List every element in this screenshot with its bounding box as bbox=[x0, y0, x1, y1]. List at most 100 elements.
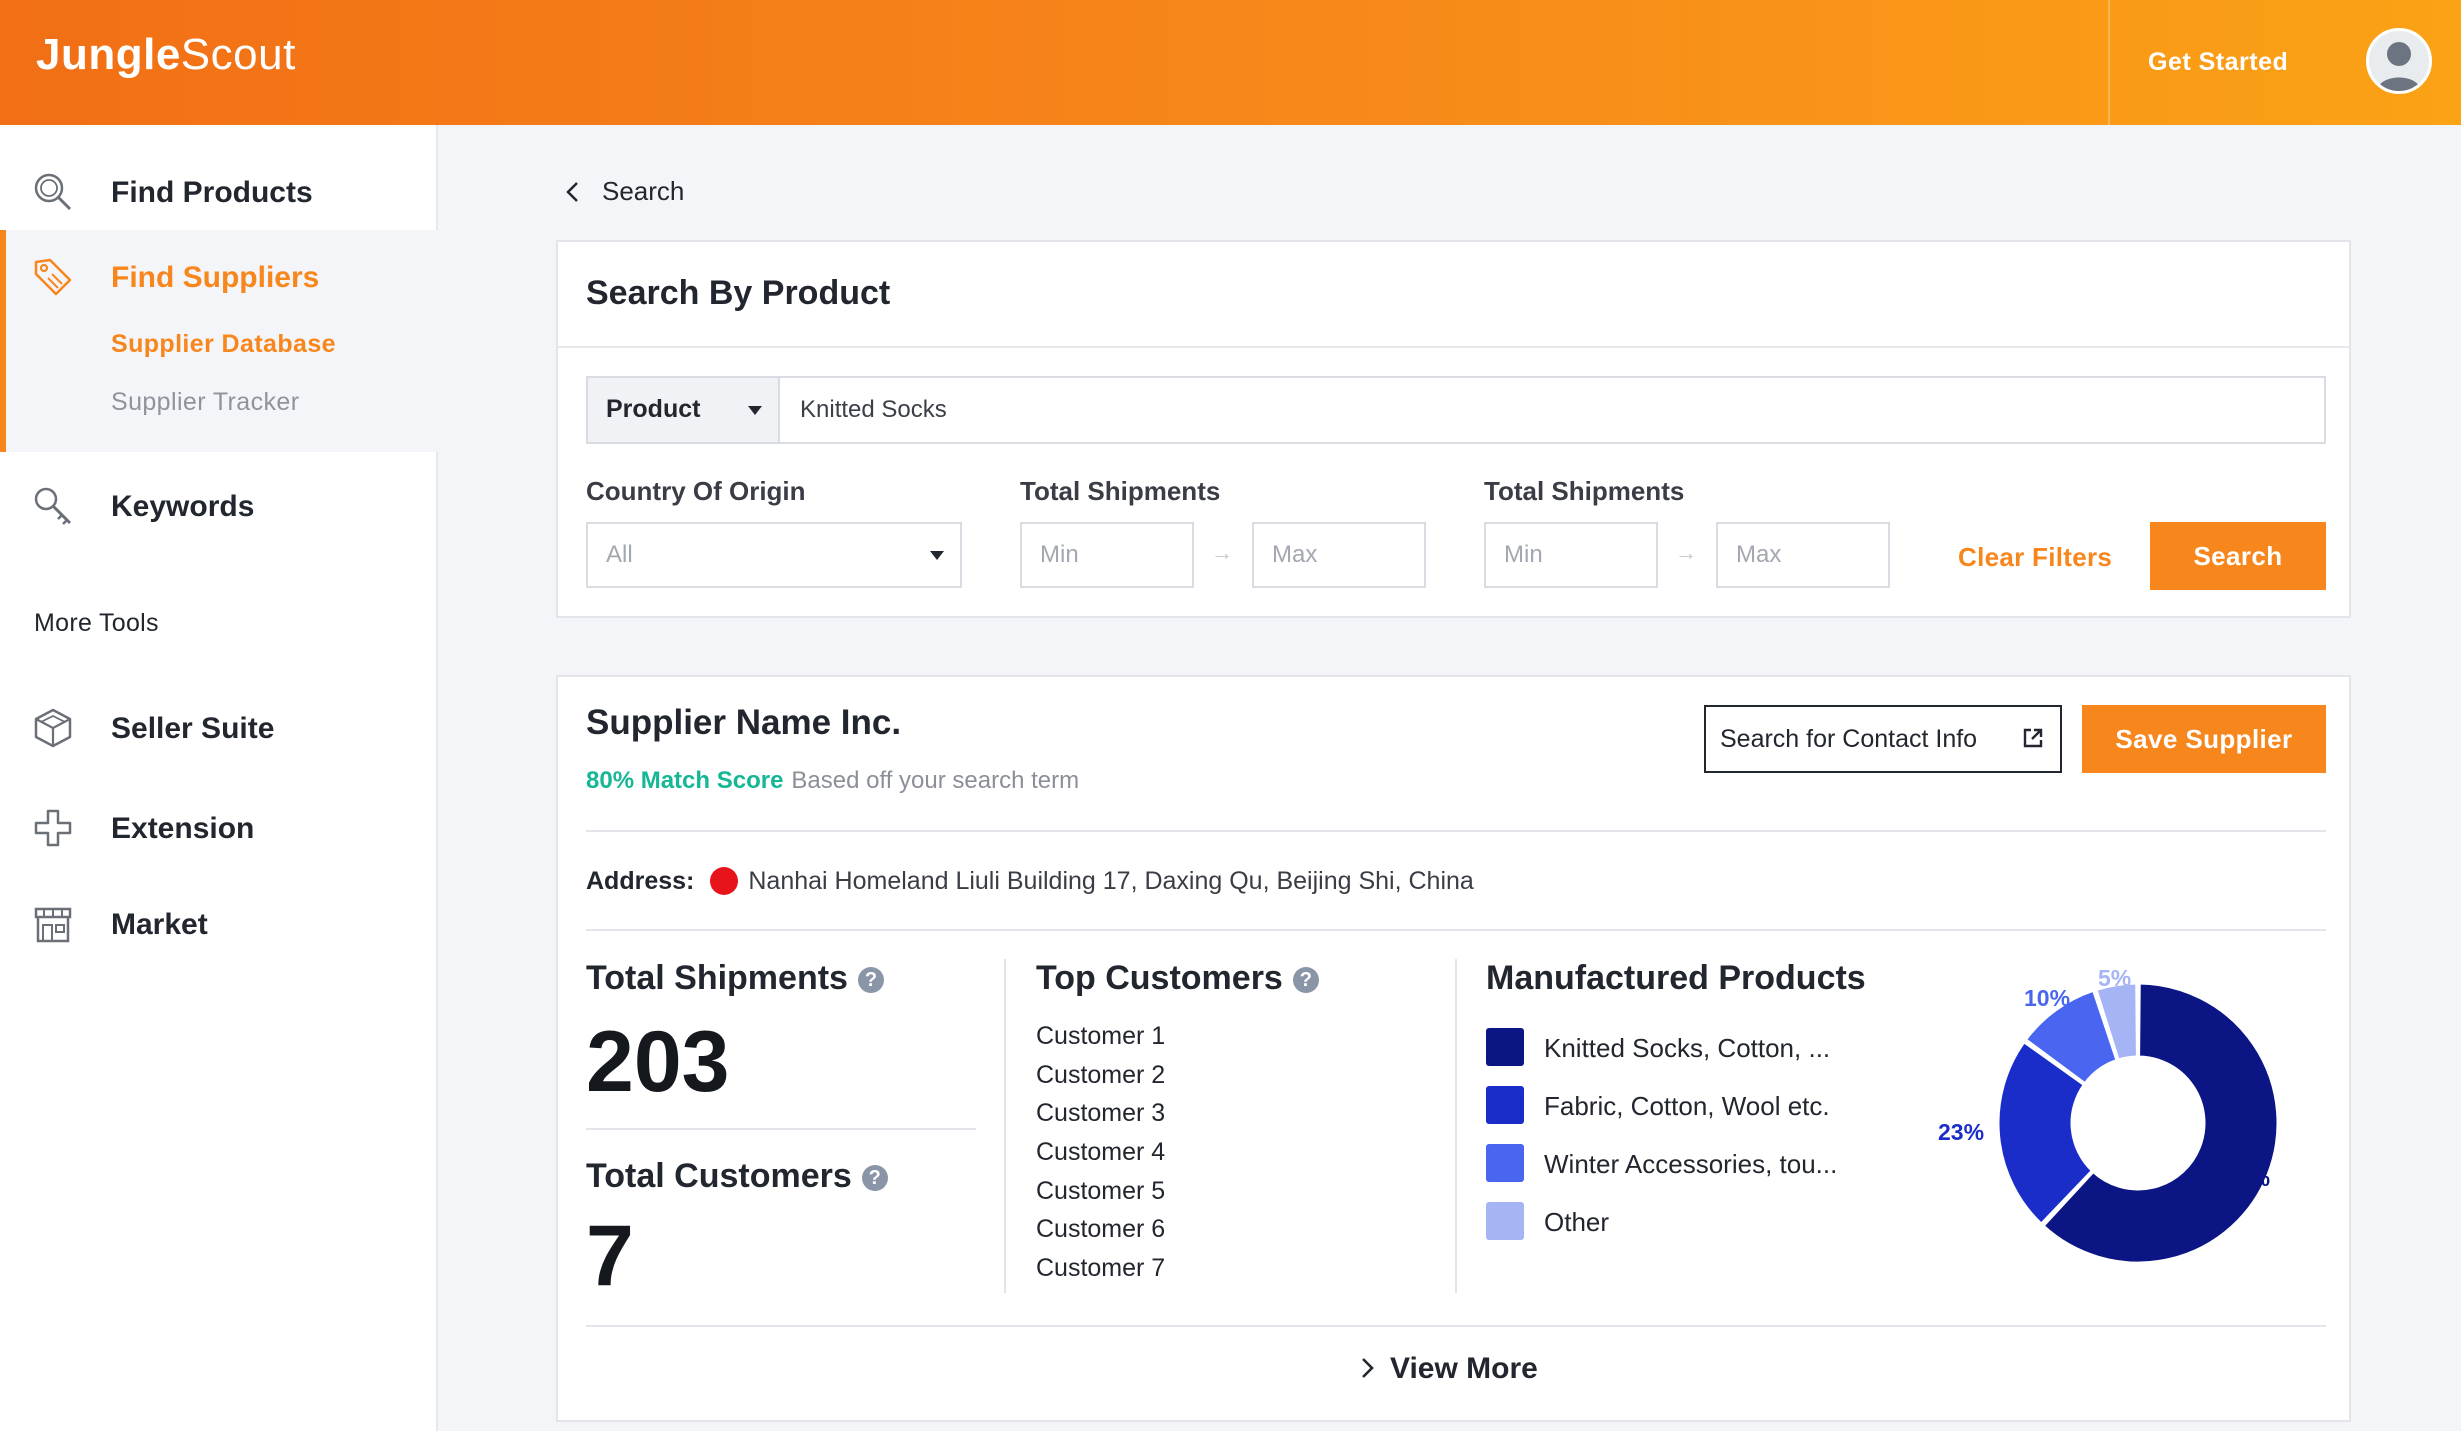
slice-label: 23% bbox=[1938, 1119, 1985, 1145]
shipments-max-input[interactable]: Max bbox=[1252, 522, 1426, 588]
active-indicator bbox=[0, 230, 6, 452]
cube-icon bbox=[34, 708, 72, 748]
shipments-min-input-2[interactable]: Min bbox=[1484, 522, 1658, 588]
caret-down-icon bbox=[930, 551, 944, 560]
total-shipments-title: Total Shipments bbox=[586, 959, 848, 997]
top-customers-title: Top Customers bbox=[1036, 959, 1283, 997]
range-arrow-icon: → bbox=[1211, 540, 1233, 565]
puzzle-icon bbox=[34, 809, 72, 847]
breadcrumb-label: Search bbox=[602, 176, 685, 206]
jungle-scout-logo[interactable]: JungleScout bbox=[36, 30, 296, 79]
search-button[interactable]: Search bbox=[2150, 522, 2326, 590]
search-type-select[interactable]: Product bbox=[588, 378, 780, 442]
sidebar-item-market[interactable]: Market bbox=[0, 883, 438, 963]
sidebar-item-label: Seller Suite bbox=[111, 712, 275, 745]
supplier-address: Address: Nanhai Homeland Liuli Building 1… bbox=[586, 867, 1474, 896]
list-item: Customer 4 bbox=[1036, 1138, 1166, 1166]
total-shipments-label-2: Total Shipments bbox=[1484, 476, 1685, 506]
donut-slice[interactable] bbox=[2023, 988, 2119, 1086]
legend-label: Winter Accessories, tou... bbox=[1544, 1149, 1838, 1179]
address-label: Address: bbox=[586, 867, 695, 895]
total-shipments-heading: Total Shipments? bbox=[586, 959, 884, 998]
slice-label: 62% bbox=[2224, 1165, 2271, 1191]
search-input[interactable]: Knitted Socks bbox=[800, 396, 947, 423]
slice-label: 5% bbox=[2098, 965, 2132, 991]
range-arrow-icon: → bbox=[1675, 540, 1697, 565]
user-avatar-icon[interactable] bbox=[2366, 28, 2432, 94]
external-link-icon bbox=[2023, 728, 2043, 748]
country-select-value: All bbox=[606, 541, 633, 568]
min-placeholder: Min bbox=[1504, 541, 1543, 568]
search-panel-title: Search By Product bbox=[586, 274, 891, 312]
match-score-value: 80% Match Score bbox=[586, 767, 784, 794]
clear-filters-link[interactable]: Clear Filters bbox=[1958, 542, 2113, 572]
sidebar-item-label: Market bbox=[111, 908, 208, 941]
total-customers-value: 7 bbox=[586, 1208, 634, 1304]
address-value: Nanhai Homeland Liuli Building 17, Daxin… bbox=[748, 867, 1474, 895]
shipments-max-input-2[interactable]: Max bbox=[1716, 522, 1890, 588]
list-item: Customer 3 bbox=[1036, 1099, 1166, 1127]
total-shipments-label: Total Shipments bbox=[1020, 476, 1221, 506]
legend-label: Knitted Socks, Cotton, ... bbox=[1544, 1033, 1831, 1063]
top-header: JungleScout Get Started bbox=[0, 0, 2461, 125]
shipments-min-input[interactable]: Min bbox=[1020, 522, 1194, 588]
sidebar-item-find-suppliers[interactable]: Find Suppliers bbox=[0, 236, 438, 316]
key-search-icon bbox=[34, 487, 72, 525]
search-type-value: Product bbox=[606, 395, 701, 423]
legend-swatch bbox=[1486, 1144, 1524, 1182]
sidebar-item-seller-suite[interactable]: Seller Suite bbox=[0, 687, 438, 767]
header-divider bbox=[2108, 0, 2110, 125]
sidebar-item-extension[interactable]: Extension bbox=[0, 787, 438, 867]
donut-slice[interactable] bbox=[2040, 981, 2280, 1265]
sidebar-item-find-products[interactable]: Find Products bbox=[0, 151, 438, 231]
store-icon bbox=[34, 907, 72, 943]
column-divider bbox=[1455, 959, 1457, 1293]
max-placeholder: Max bbox=[1736, 541, 1782, 568]
donut-slice[interactable] bbox=[2094, 981, 2139, 1062]
sidebar-item-label: Extension bbox=[111, 812, 255, 845]
list-item: Customer 1 bbox=[1036, 1022, 1166, 1050]
max-placeholder: Max bbox=[1272, 541, 1318, 568]
match-score: 80% Match Score Based off your search ter… bbox=[586, 767, 1079, 795]
top-customers-heading: Top Customers? bbox=[1036, 959, 1319, 998]
divider bbox=[586, 1325, 2326, 1327]
legend-label: Other bbox=[1544, 1207, 1610, 1237]
help-icon[interactable]: ? bbox=[857, 967, 884, 993]
save-supplier-button[interactable]: Save Supplier bbox=[2082, 705, 2326, 773]
manufactured-products-title: Manufactured Products bbox=[1486, 959, 1866, 997]
view-more-button[interactable]: View More bbox=[1358, 1352, 1538, 1386]
total-customers-title: Total Customers bbox=[586, 1157, 852, 1195]
search-contact-info-button[interactable]: Search for Contact Info bbox=[1704, 705, 2062, 773]
supplier-name: Supplier Name Inc. bbox=[586, 703, 902, 742]
get-started-link[interactable]: Get Started bbox=[2148, 48, 2289, 76]
sidebar-subitem-supplier-database[interactable]: Supplier Database bbox=[111, 330, 336, 358]
country-of-origin-label: Country Of Origin bbox=[586, 476, 806, 506]
sidebar-item-keywords[interactable]: Keywords bbox=[0, 465, 438, 545]
supplier-card: Supplier Name Inc. 80% Match Score Based … bbox=[556, 675, 2351, 1422]
help-icon[interactable]: ? bbox=[1292, 967, 1319, 993]
min-placeholder: Min bbox=[1040, 541, 1079, 568]
contact-button-label: Search for Contact Info bbox=[1720, 725, 1978, 753]
manufactured-products-donut-chart bbox=[1996, 981, 2280, 1265]
sidebar-item-label: Find Suppliers bbox=[111, 261, 320, 294]
chevron-right-icon bbox=[1362, 1358, 1374, 1378]
donut-slice[interactable] bbox=[1996, 1039, 2095, 1227]
legend-swatch bbox=[1486, 1086, 1524, 1124]
location-pin-icon bbox=[710, 867, 739, 895]
more-tools-heading: More Tools bbox=[34, 609, 159, 637]
help-icon[interactable]: ? bbox=[861, 1165, 888, 1191]
tag-icon bbox=[34, 258, 72, 296]
sidebar-subitem-supplier-tracker[interactable]: Supplier Tracker bbox=[111, 388, 300, 416]
column-divider bbox=[1004, 959, 1006, 1293]
list-item: Customer 7 bbox=[1036, 1254, 1166, 1282]
total-shipments-value: 203 bbox=[586, 1014, 730, 1110]
legend-swatch bbox=[1486, 1028, 1524, 1066]
search-icon bbox=[34, 173, 72, 211]
list-item: Customer 5 bbox=[1036, 1177, 1166, 1205]
total-customers-heading: Total Customers? bbox=[586, 1157, 888, 1196]
product-search-bar: Product Knitted Socks bbox=[586, 376, 2326, 444]
country-of-origin-select[interactable]: All bbox=[586, 522, 962, 588]
divider bbox=[558, 346, 2349, 348]
divider bbox=[586, 830, 2326, 832]
sidebar: Find Products Find Suppliers Supplier Da… bbox=[0, 125, 438, 1431]
